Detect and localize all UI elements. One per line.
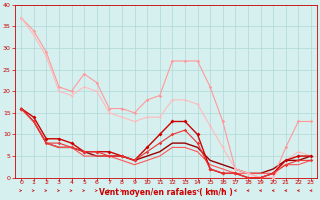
X-axis label: Vent moyen/en rafales ( km/h ): Vent moyen/en rafales ( km/h ): [99, 188, 233, 197]
